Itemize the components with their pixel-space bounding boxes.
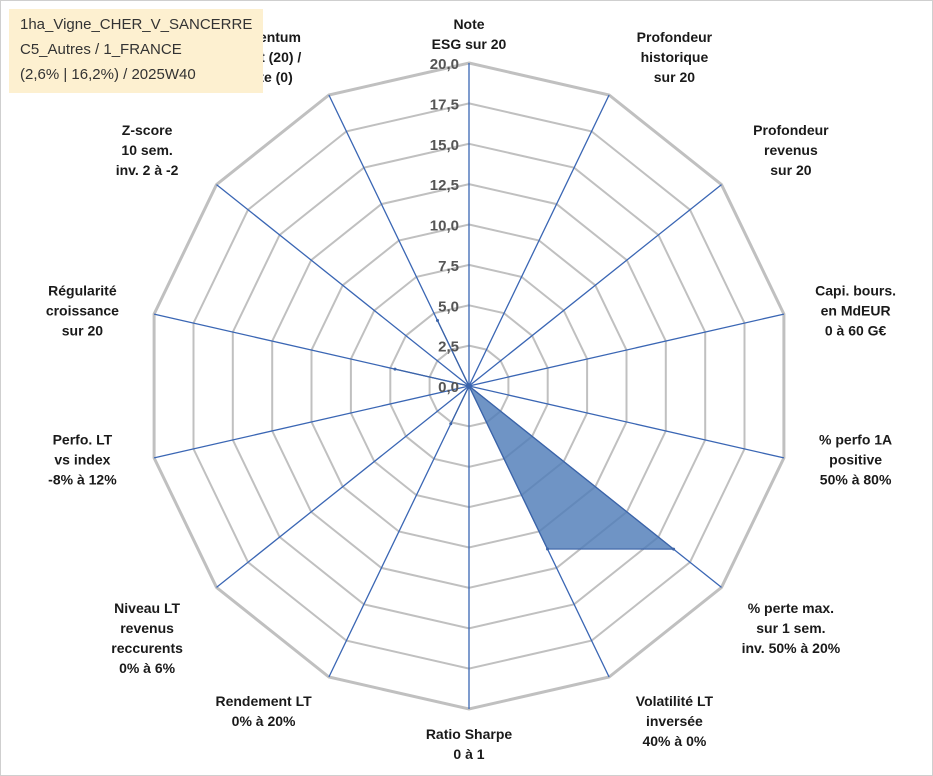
tick-label: 15,0 bbox=[430, 137, 459, 154]
axis-label: % perte max. sur 1 sem. inv. 50% à 20% bbox=[742, 600, 841, 656]
axis-label: Niveau LT revenus reccurents 0% à 6% bbox=[111, 600, 183, 676]
data-point bbox=[672, 547, 676, 551]
axis-label-line: -8% à 12% bbox=[48, 472, 117, 488]
data-point bbox=[546, 547, 549, 551]
axis-label: Rendement LT 0% à 20% bbox=[215, 693, 312, 729]
data-point bbox=[467, 384, 471, 388]
axis-label: Volatilité LT inversée 40% à 0% bbox=[636, 693, 714, 749]
axis-label-line: Ratio Sharpe bbox=[426, 726, 513, 742]
axis-spoke bbox=[216, 385, 470, 588]
info-stats: (2,6% | 16,2%) / 2025W40 bbox=[20, 66, 196, 83]
axis-spoke bbox=[468, 94, 610, 387]
axis-label-line: 50% à 80% bbox=[820, 472, 892, 488]
axis-label-line: 0 à 1 bbox=[453, 746, 484, 762]
axis-spoke bbox=[216, 184, 470, 387]
axis-spoke bbox=[468, 385, 785, 459]
axis-label-line: Rendement LT bbox=[215, 693, 312, 709]
axis-label-line: revenus bbox=[120, 620, 174, 636]
axis-label-line: vs index bbox=[54, 452, 110, 468]
axis-label-line: Z-score bbox=[122, 122, 173, 138]
axis-spoke bbox=[153, 385, 470, 459]
axis-label: % perfo 1A positive 50% à 80% bbox=[819, 432, 892, 488]
tick-layer: 0,0 2,5 5,0 7,5 10,0 12,5 15,0 17,5 20,0 bbox=[430, 56, 459, 396]
axis-label-line: Profondeur bbox=[637, 29, 713, 45]
tick-label: 0,0 bbox=[438, 379, 459, 396]
axis-label-line: sur 20 bbox=[654, 69, 695, 85]
axis-label-line: reccurents bbox=[111, 640, 183, 656]
axis-label: Profondeur revenus sur 20 bbox=[753, 122, 829, 178]
axis-label: Note ESG sur 20 bbox=[432, 16, 507, 52]
axis-label-line: Note bbox=[453, 16, 484, 32]
axis-label-line: positive bbox=[829, 452, 882, 468]
series-layer bbox=[393, 319, 676, 551]
data-point bbox=[449, 422, 453, 426]
axis-label-line: % perte max. bbox=[748, 600, 834, 616]
tick-label: 10,0 bbox=[430, 218, 459, 235]
tick-label: 7,5 bbox=[438, 258, 459, 275]
axis-label-line: Niveau LT bbox=[114, 600, 180, 616]
axis-label-line: historique bbox=[641, 49, 709, 65]
axis-spoke bbox=[468, 313, 785, 387]
axis-label-line: Perfo. LT bbox=[53, 432, 113, 448]
axis-label-line: en MdEUR bbox=[821, 303, 891, 319]
axis-label-line: Régularité bbox=[48, 283, 117, 299]
axis-spoke bbox=[468, 184, 722, 387]
axis-label: Ratio Sharpe 0 à 1 bbox=[426, 726, 513, 762]
info-box: 1ha_Vigne_CHER_V_SANCERRE C5_Autres / 1_… bbox=[9, 9, 263, 93]
axis-label-line: ESG sur 20 bbox=[432, 36, 507, 52]
axis-label-line: inv. 50% à 20% bbox=[742, 640, 841, 656]
axis-label-line: croissance bbox=[46, 303, 119, 319]
axis-label-line: sur 20 bbox=[62, 323, 103, 339]
axis-label: Régularité croissance sur 20 bbox=[46, 283, 119, 339]
axis-label-line: 0% à 20% bbox=[232, 713, 296, 729]
axis-label-line: inv. 2 à -2 bbox=[116, 162, 179, 178]
axis-label-line: Capi. bours. bbox=[815, 283, 896, 299]
axis-label: Perfo. LT vs index -8% à 12% bbox=[48, 432, 117, 488]
axis-label-line: inversée bbox=[646, 713, 703, 729]
data-point bbox=[436, 319, 439, 322]
axis-label-line: Volatilité LT bbox=[636, 693, 714, 709]
axis-label-line: 0% à 6% bbox=[119, 660, 176, 676]
data-point bbox=[393, 367, 397, 371]
label-layer: Note ESG sur 20 Profondeur historique sur 20… bbox=[46, 16, 896, 762]
tick-label: 12,5 bbox=[430, 177, 459, 194]
axis-label: Capi. bours. en MdEUR 0 à 60 G€ bbox=[815, 283, 896, 339]
tick-label: 2,5 bbox=[438, 339, 459, 356]
axis-label-line: sur 20 bbox=[770, 162, 811, 178]
axis-label-line: Profondeur bbox=[753, 122, 829, 138]
axis-label-line: 10 sem. bbox=[121, 142, 172, 158]
tick-label: 5,0 bbox=[438, 298, 459, 315]
axis-label-line: sur 1 sem. bbox=[756, 620, 825, 636]
axis-label-line: revenus bbox=[764, 142, 818, 158]
info-title: 1ha_Vigne_CHER_V_SANCERRE bbox=[20, 16, 253, 33]
axis-spoke bbox=[328, 385, 470, 678]
tick-label: 20,0 bbox=[430, 56, 459, 73]
tick-label: 17,5 bbox=[430, 96, 459, 113]
info-category: C5_Autres / 1_FRANCE bbox=[20, 41, 182, 58]
axis-label-line: 0 à 60 G€ bbox=[825, 323, 887, 339]
axis-label: Profondeur historique sur 20 bbox=[637, 29, 713, 85]
axis-label-line: 40% à 0% bbox=[642, 733, 706, 749]
axis-label: Z-score 10 sem. inv. 2 à -2 bbox=[116, 122, 179, 178]
series-area bbox=[394, 320, 676, 550]
axis-label-line: % perfo 1A bbox=[819, 432, 892, 448]
